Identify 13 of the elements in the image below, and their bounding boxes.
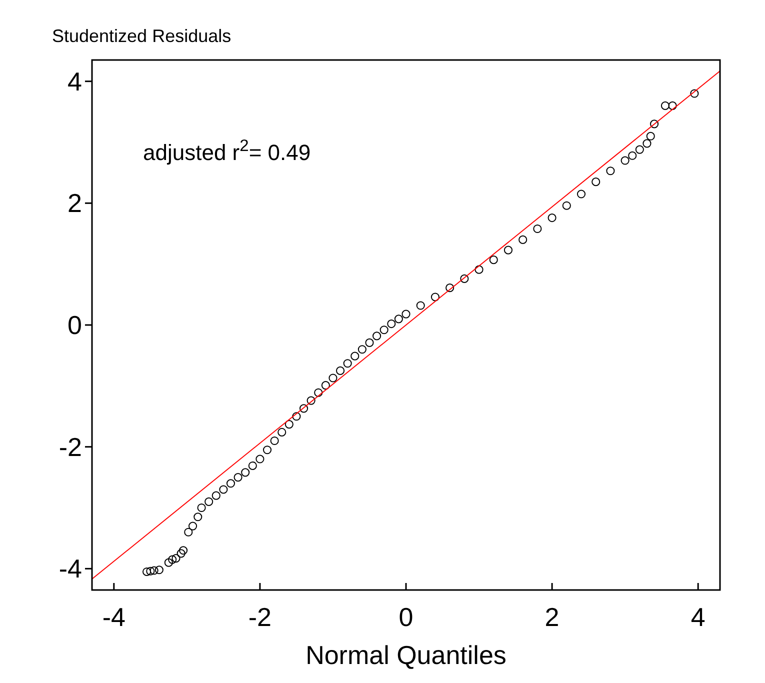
x-tick-label: 0 <box>398 602 414 632</box>
annotation: adjusted r$^{2}$= 0.49 <box>143 137 311 165</box>
y-axis-title: Studentized Residuals <box>52 26 232 46</box>
x-tick-label: -4 <box>102 602 126 632</box>
y-tick-label: 0 <box>68 310 82 340</box>
x-tick-label: 4 <box>690 602 706 632</box>
y-tick-label: 4 <box>68 66 82 96</box>
x-tick-label: 2 <box>544 602 560 632</box>
x-tick-label: -2 <box>248 602 272 632</box>
x-axis-title: Normal Quantiles <box>306 640 506 670</box>
y-tick-label: -4 <box>58 554 82 584</box>
y-tick-label: -2 <box>58 432 82 462</box>
y-tick-label: 2 <box>68 188 82 218</box>
